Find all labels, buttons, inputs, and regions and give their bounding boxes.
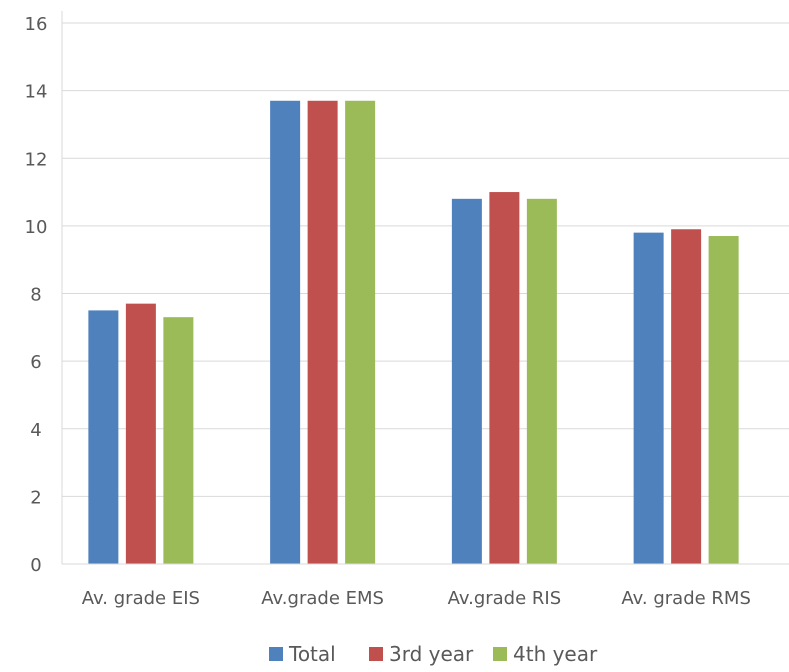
bar — [163, 317, 194, 564]
legend: Total 3rd year 4th year — [269, 642, 598, 666]
bar — [708, 236, 739, 565]
bar — [270, 100, 301, 565]
bar — [88, 310, 119, 564]
x-tick-label: Av.grade RIS — [448, 588, 562, 609]
bar — [526, 198, 557, 564]
legend-swatch — [493, 647, 507, 661]
y-tick-label: 8 — [30, 285, 41, 306]
x-axis: Av. grade EIS Av.grade EMS Av.grade RIS Av.… — [62, 563, 789, 609]
y-tick-label: 10 — [25, 217, 48, 238]
legend-label: Total — [288, 642, 336, 666]
y-tick-label: 14 — [25, 82, 48, 103]
y-tick-label: 12 — [25, 149, 48, 170]
legend-swatch — [369, 647, 383, 661]
y-tick-label: 16 — [25, 14, 48, 35]
bar — [633, 232, 664, 564]
x-tick-label: Av.grade EMS — [261, 588, 384, 609]
y-tick-label: 4 — [30, 420, 41, 441]
bar — [125, 303, 156, 564]
bar — [451, 198, 482, 564]
y-tick-label: 6 — [30, 352, 41, 373]
legend-swatch — [269, 647, 283, 661]
bar — [489, 192, 520, 564]
x-tick-label: Av. grade EIS — [82, 588, 200, 609]
bar — [307, 100, 338, 565]
bar — [345, 100, 376, 565]
legend-label: 3rd year — [389, 642, 474, 666]
bar — [671, 229, 702, 564]
y-tick-label: 2 — [30, 487, 41, 508]
y-axis: 0 2 4 6 8 10 12 14 16 — [25, 11, 63, 576]
x-tick-label: Av. grade RMS — [621, 588, 751, 609]
legend-label: 4th year — [513, 642, 598, 666]
y-tick-label: 0 — [30, 555, 41, 576]
bars — [88, 100, 739, 565]
